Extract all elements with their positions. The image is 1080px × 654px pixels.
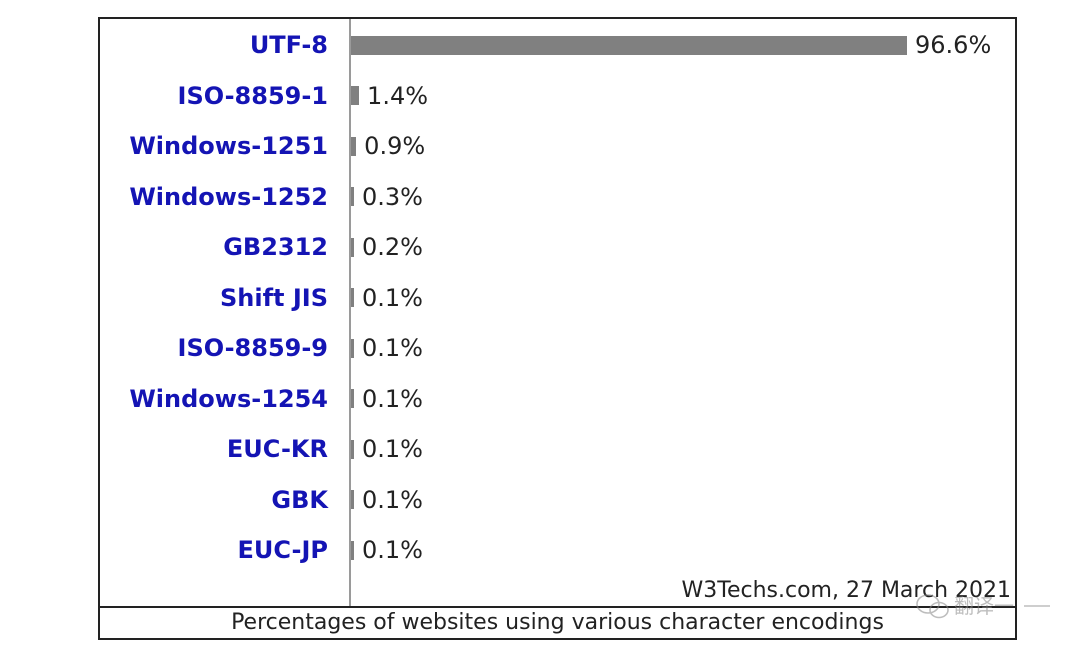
bar <box>351 338 354 358</box>
value-label: 0.1% <box>362 435 423 463</box>
bar <box>351 136 357 156</box>
value-label: 0.1% <box>362 384 423 413</box>
bar <box>351 439 354 459</box>
value-label: 96.6% <box>915 31 992 59</box>
value-label: 0.9% <box>364 132 426 160</box>
value-label: 0.3% <box>362 182 423 211</box>
value-label: 0.1% <box>362 485 423 514</box>
value-label: 0.1% <box>362 536 423 564</box>
category-label[interactable]: EUC-KR <box>226 435 328 463</box>
plot-area: UTF-8 96.6% ISO-8859-1 1.4% Windows-1251 0.9%… <box>100 19 1015 606</box>
value-label: 0.1% <box>362 283 423 312</box>
value-label: 0.2% <box>362 233 423 261</box>
chart-caption: Percentages of websites using various ch… <box>231 610 884 635</box>
bar <box>351 187 354 206</box>
category-label[interactable]: Windows-1252 <box>129 182 328 211</box>
bar <box>351 86 360 105</box>
category-label[interactable]: Shift JIS <box>219 283 328 312</box>
category-label[interactable]: GB2312 <box>223 233 328 261</box>
chart-frame: UTF-8 96.6% ISO-8859-1 1.4% Windows-1251 0.9%… <box>98 17 1017 640</box>
watermark: 翻译一 <box>916 594 1050 619</box>
bar <box>351 288 354 307</box>
value-label: 0.1% <box>362 334 423 362</box>
bar <box>351 35 907 55</box>
bar <box>351 389 354 408</box>
bar <box>351 237 354 257</box>
y-axis-line <box>349 19 351 606</box>
wechat-icon <box>916 594 949 619</box>
category-label[interactable]: UTF-8 <box>249 31 328 59</box>
category-label[interactable]: Windows-1251 <box>129 132 328 160</box>
source-note: W3Techs.com, 27 March 2021 <box>681 578 1011 603</box>
category-label[interactable]: ISO-8859-9 <box>177 334 328 362</box>
value-label: 1.4% <box>367 81 429 110</box>
bar <box>351 490 354 509</box>
category-label[interactable]: ISO-8859-1 <box>177 81 328 110</box>
caption-bar: Percentages of websites using various ch… <box>100 606 1015 638</box>
category-label[interactable]: Windows-1254 <box>129 384 328 413</box>
watermark-text: 翻译一 <box>954 594 1014 618</box>
category-label[interactable]: GBK <box>271 485 328 514</box>
bar <box>351 540 354 560</box>
category-label[interactable]: EUC-JP <box>237 536 328 564</box>
